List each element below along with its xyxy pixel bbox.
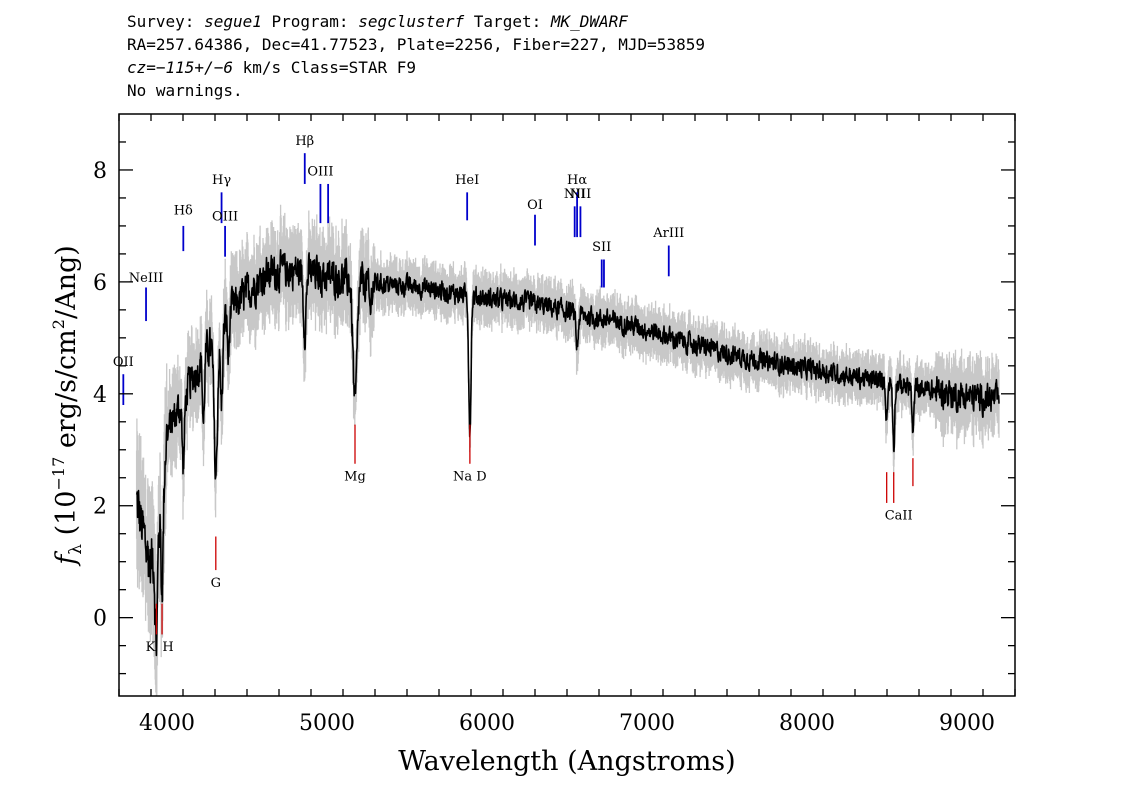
header-line-redshift: cz=−115+/−6 km/s Class=STAR F9 [127, 56, 705, 79]
axis-ticks: 4000 5000 6000 7000 8000 9000 0 2 4 6 8 [93, 114, 1016, 736]
emission-line-label: ArIII [652, 226, 684, 241]
absorption-line-label: K [146, 640, 156, 655]
emission-line-label: NeIII [129, 271, 163, 286]
y-axis-end: /Ang) [51, 245, 82, 319]
class-value: km/s Class=STAR F9 [232, 58, 416, 77]
x-tick-label: 6000 [459, 711, 515, 736]
target-label: Target: [464, 12, 551, 31]
emission-line-label: OIII [307, 165, 333, 180]
emission-line-label: OII [113, 355, 134, 370]
y-axis-exp1: −17 [49, 457, 68, 491]
target-value: MK_DWARF [550, 12, 628, 31]
emission-line-label: OI [527, 198, 543, 213]
y-tick-label: 2 [93, 495, 107, 520]
header-line-warnings: No warnings. [127, 81, 243, 100]
absorption-line-label: H [162, 640, 173, 655]
y-axis-title: fλ (10−17 erg/s/cm2/Ang) [49, 245, 86, 567]
program-value: segclusterf [358, 12, 465, 31]
emission-line-label: HeI [455, 173, 479, 188]
emission-line-label: Hδ [174, 204, 193, 219]
emission-line-label: OIII [212, 209, 238, 224]
flux-group [135, 249, 1000, 657]
y-axis-mid: erg/s/cm [51, 329, 82, 457]
emission-line-label: SII [592, 240, 611, 255]
survey-label: Survey: [127, 12, 205, 31]
emission-line-label: Hγ [212, 173, 231, 188]
header-line-coordinates: RA=257.64386, Dec=41.77523, Plate=2256, … [127, 35, 705, 54]
absorption-line-label: Mg [344, 470, 366, 485]
program-label: Program: [261, 12, 359, 31]
y-axis-exp2: 2 [49, 319, 68, 329]
y-tick-label: 4 [93, 383, 107, 408]
survey-value: segue1 [204, 12, 262, 31]
x-axis-title: Wavelength (Angstroms) [398, 746, 735, 777]
emission-line-label: NII [564, 187, 586, 202]
emission-line-label: Hα [567, 173, 587, 188]
absorption-line-label: G [211, 576, 221, 591]
x-tick-label: 5000 [299, 711, 355, 736]
flux-series-line [135, 249, 1000, 657]
absorption-line-label: Na D [453, 470, 487, 485]
x-tick-label: 8000 [779, 711, 835, 736]
x-tick-label: 9000 [939, 711, 995, 736]
emission-line-label: Hβ [295, 134, 314, 149]
header-line-survey: Survey: segue1 Program: segclusterf Targ… [127, 10, 705, 33]
x-tick-label: 4000 [139, 711, 195, 736]
y-axis-unit: (10 [51, 491, 82, 544]
y-tick-label: 6 [93, 271, 107, 296]
y-axis-sub: λ [66, 544, 86, 555]
absorption-line-label: CaII [885, 509, 913, 524]
y-tick-label: 0 [93, 607, 107, 632]
x-tick-label: 7000 [619, 711, 675, 736]
spectrum-header: Survey: segue1 Program: segclusterf Targ… [127, 10, 705, 102]
y-tick-label: 8 [93, 159, 107, 184]
emission-line-label: NII [570, 187, 592, 202]
cz-value: cz=−115+/−6 [127, 58, 233, 77]
